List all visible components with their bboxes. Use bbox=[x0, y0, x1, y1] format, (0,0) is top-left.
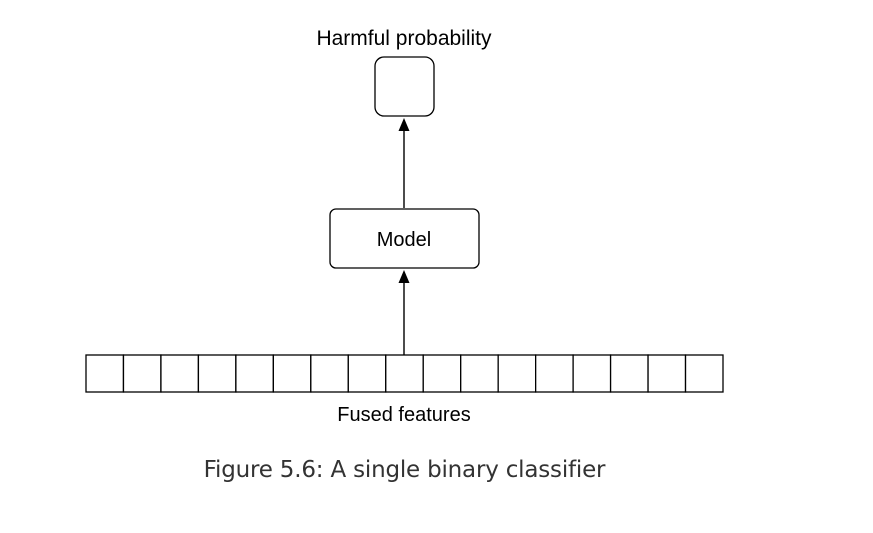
feature-cell bbox=[460, 354, 499, 393]
feature-cell bbox=[160, 354, 200, 393]
figure-caption: Figure 5.6: A single binary classifier bbox=[203, 457, 606, 483]
feature-cell bbox=[497, 354, 537, 393]
feature-cell bbox=[422, 354, 462, 393]
feature-cell bbox=[347, 354, 387, 393]
feature-cell bbox=[535, 354, 574, 393]
feature-cell bbox=[647, 354, 687, 393]
model-node bbox=[329, 208, 480, 269]
feature-cell bbox=[272, 354, 312, 393]
model-label: Model bbox=[377, 229, 431, 251]
features-to-model-arrowhead bbox=[398, 270, 410, 283]
output-label: Harmful probability bbox=[316, 27, 492, 50]
feature-cell bbox=[385, 354, 424, 393]
fused-features-vector bbox=[85, 354, 724, 393]
feature-cell bbox=[235, 354, 275, 393]
feature-cell bbox=[197, 354, 237, 393]
feature-cell bbox=[609, 354, 649, 393]
feature-cell bbox=[85, 354, 125, 393]
feature-cell bbox=[684, 354, 724, 393]
features-label: Fused features bbox=[337, 404, 470, 426]
feature-cell bbox=[122, 354, 162, 393]
output-node bbox=[374, 56, 435, 117]
feature-cell bbox=[310, 354, 349, 393]
feature-cell bbox=[572, 354, 612, 393]
model-to-output-arrowhead bbox=[398, 118, 410, 131]
